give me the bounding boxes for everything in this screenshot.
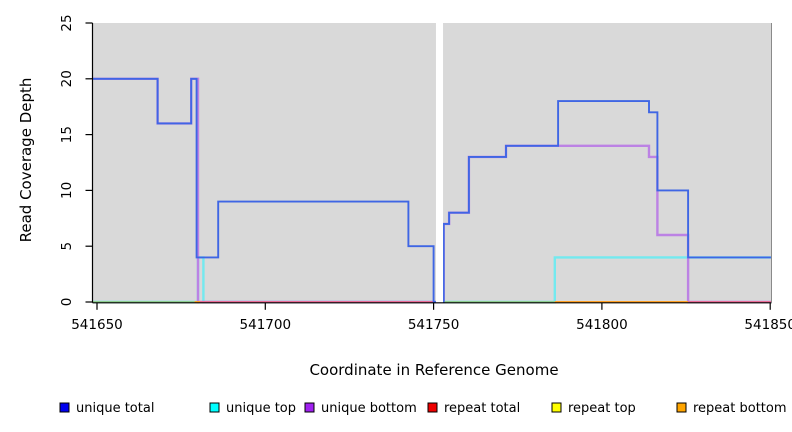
legend-label-unique-bottom: unique bottom (321, 401, 417, 416)
legend-label-unique-total: unique total (76, 401, 154, 416)
y-tick-label: 25 (59, 14, 75, 31)
y-tick-label: 10 (59, 182, 75, 199)
plot-generated-layer: 541650 541700 541750 541800 541850 0 5 10 15 20 25… (59, 14, 792, 416)
legend-label-repeat-bottom: repeat bottom (693, 401, 787, 416)
legend-swatch-repeat-total (427, 402, 438, 413)
legend-label-repeat-total: repeat total (444, 401, 520, 416)
legend-swatch-repeat-top (551, 402, 562, 413)
legend-label-unique-top: unique top (226, 401, 296, 416)
legend-swatch-repeat-bottom (676, 402, 687, 413)
y-tick-label: 5 (59, 242, 75, 251)
x-tick-label: 541750 (408, 317, 460, 333)
plot-panel (93, 23, 771, 303)
y-tick-label: 0 (59, 298, 75, 307)
x-tick-label: 541650 (71, 317, 123, 333)
legend-label-repeat-top: repeat top (568, 401, 636, 416)
x-axis-title: Coordinate in Reference Genome (309, 361, 558, 379)
y-tick-label: 20 (59, 70, 75, 87)
series-line-unique-total (93, 77, 771, 303)
legend-swatch-unique-total (59, 402, 70, 413)
coverage-gap-band (435, 14, 444, 303)
x-tick-label: 541700 (240, 317, 292, 333)
legend-swatch-unique-top (209, 402, 220, 413)
y-tick-label: 15 (59, 126, 75, 143)
x-tick-label: 541800 (576, 317, 628, 333)
y-axis-title: Read Coverage Depth (17, 78, 35, 243)
legend-swatch-unique-bottom (304, 402, 315, 413)
x-tick-label: 541850 (744, 317, 792, 333)
